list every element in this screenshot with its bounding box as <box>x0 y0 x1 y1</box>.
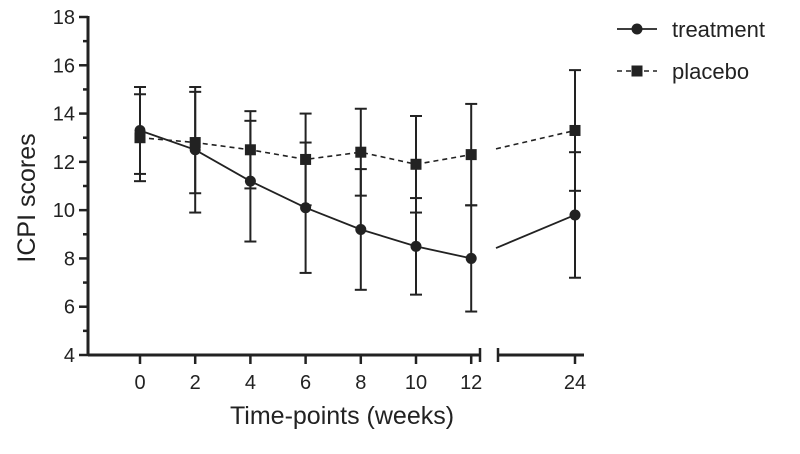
legend-item-placebo: placebo <box>617 59 749 84</box>
x-tick-label: 0 <box>134 372 145 394</box>
data-point <box>134 132 146 144</box>
series-treatment <box>134 86 581 313</box>
data-point <box>569 209 581 221</box>
data-point <box>300 153 312 165</box>
data-point <box>569 124 581 136</box>
x-tick-label: 12 <box>460 372 482 394</box>
x-tick-label: 6 <box>300 372 311 394</box>
series-line-after-break <box>495 129 576 150</box>
data-point <box>410 158 422 170</box>
data-point <box>189 137 201 149</box>
x-tick-label: 2 <box>190 372 201 394</box>
data-point <box>355 146 367 158</box>
legend-label: treatment <box>672 17 765 42</box>
x-axis-title: Time-points (weeks) <box>230 402 454 430</box>
x-axis: 0 2 4 6 8 10 12 24 <box>88 348 586 394</box>
data-point <box>244 144 256 156</box>
data-point <box>465 149 477 161</box>
legend-item-treatment: treatment <box>617 17 765 42</box>
legend-label: placebo <box>672 59 749 84</box>
plot-area <box>134 69 581 313</box>
y-tick-label: 18 <box>53 7 75 29</box>
x-tick-label: 24 <box>564 372 586 394</box>
y-tick-label: 4 <box>64 345 75 367</box>
series-placebo <box>134 69 581 214</box>
y-tick-label: 12 <box>53 152 75 174</box>
data-point <box>465 252 477 264</box>
data-point <box>355 223 367 235</box>
y-axis: 4 6 8 10 12 14 16 18 <box>53 7 90 367</box>
y-tick-label: 16 <box>53 55 75 77</box>
y-tick-label: 10 <box>53 200 75 222</box>
x-tick-label: 8 <box>355 372 366 394</box>
legend-marker <box>631 65 643 77</box>
legend: treatment placebo <box>617 17 765 84</box>
x-tick-label: 4 <box>245 372 256 394</box>
y-tick-label: 6 <box>64 297 75 319</box>
x-tick-label: 10 <box>405 372 427 394</box>
series-line-after-break <box>495 214 576 249</box>
y-tick-label: 14 <box>53 104 75 126</box>
y-axis-title: ICPI scores <box>13 133 41 262</box>
data-point <box>410 240 422 252</box>
legend-marker <box>631 23 643 35</box>
y-tick-label: 8 <box>64 248 75 270</box>
